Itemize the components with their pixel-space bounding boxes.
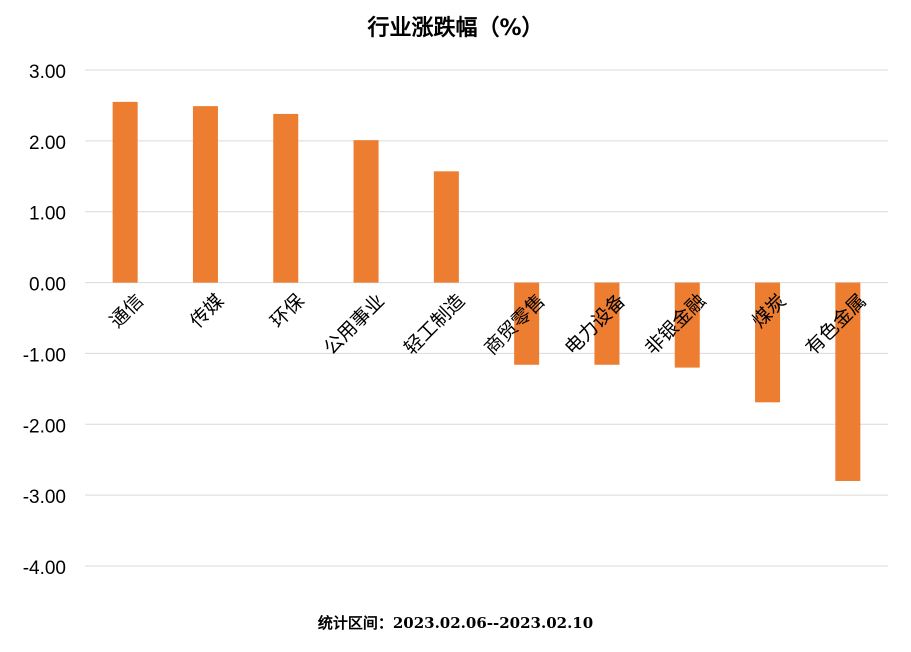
y-tick-label: 0.00 [29,275,66,296]
bar [755,282,781,403]
bar [835,282,861,481]
bar [273,113,299,283]
x-category-label: 轻工制造 [400,290,469,359]
chart-title: 行业涨跌幅（%） [367,16,544,41]
gridlines [85,69,888,567]
bar [112,101,138,283]
x-category-label: 环保 [266,290,308,332]
x-category-label: 传媒 [186,290,228,332]
y-tick-label: 3.00 [29,62,66,83]
y-axis-ticks: 3.00 2.00 1.00 0.00 -1.00 -2.00 -3.00 -4.00 [23,62,66,579]
bar [594,282,620,365]
x-category-label: 通信 [106,290,148,332]
bar [192,106,218,283]
bar [514,282,540,365]
y-tick-label: -2.00 [23,416,66,437]
y-tick-label: 2.00 [29,133,66,154]
bar [433,171,459,283]
y-tick-label: -4.00 [23,558,66,579]
y-tick-label: -3.00 [23,487,66,508]
x-category-label: 煤炭 [748,290,790,332]
x-category-label: 公用事业 [320,290,389,359]
bar [353,140,379,283]
y-tick-label: -1.00 [23,345,66,366]
date-range-footnote: 统计区间：2023.02.06--2023.02.10 [317,614,594,632]
bars [112,101,861,481]
y-tick-label: 1.00 [29,204,66,225]
bar [674,282,700,368]
